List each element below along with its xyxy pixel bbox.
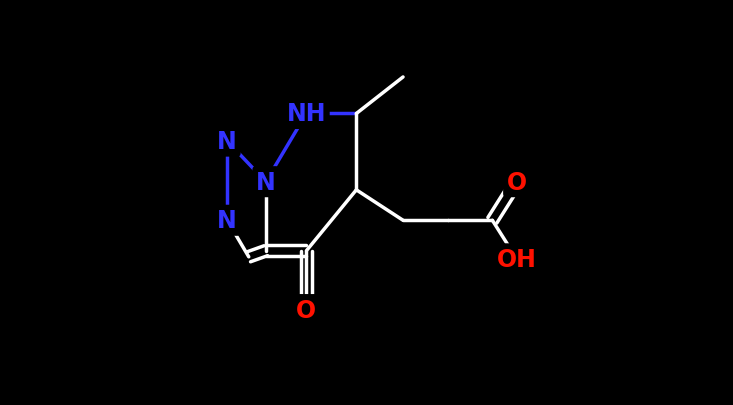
Text: N: N (218, 130, 237, 154)
Text: N: N (218, 209, 237, 233)
Text: O: O (507, 170, 527, 194)
Text: O: O (296, 298, 317, 322)
Text: NH: NH (287, 102, 326, 126)
Text: N: N (256, 170, 276, 194)
Text: OH: OH (497, 247, 537, 271)
